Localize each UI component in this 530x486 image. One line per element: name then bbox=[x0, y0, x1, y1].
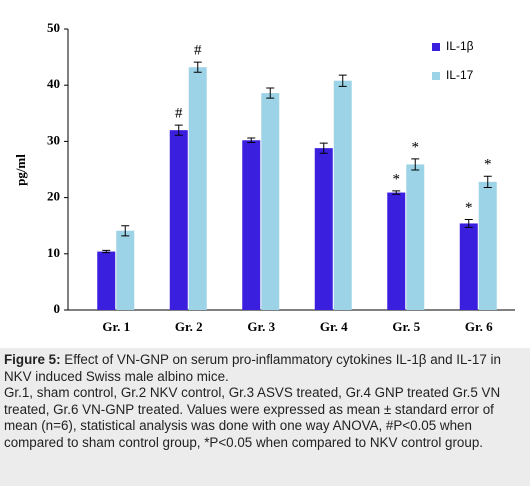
error-bar bbox=[174, 124, 183, 136]
error-bar bbox=[121, 225, 130, 237]
error-bar bbox=[392, 190, 401, 195]
bar bbox=[478, 181, 497, 310]
bar bbox=[261, 93, 280, 311]
legend-swatch bbox=[432, 43, 440, 51]
bar bbox=[314, 148, 333, 310]
bar bbox=[116, 230, 135, 310]
error-bar bbox=[464, 219, 473, 228]
y-tick-label: 0 bbox=[54, 301, 61, 316]
bar bbox=[387, 192, 406, 310]
caption-label: Figure 5: bbox=[4, 352, 61, 367]
error-bar bbox=[319, 142, 328, 154]
x-tick-label: Gr. 4 bbox=[320, 319, 348, 334]
bar bbox=[459, 223, 478, 310]
bar bbox=[242, 140, 261, 310]
bar bbox=[333, 80, 352, 310]
y-tick-label: 10 bbox=[47, 245, 60, 260]
y-tick-label: 30 bbox=[47, 132, 60, 147]
annotation: * bbox=[484, 157, 492, 173]
error-bar bbox=[193, 61, 202, 73]
bar bbox=[97, 251, 116, 310]
legend-label: IL-1β bbox=[446, 39, 474, 53]
error-bar bbox=[338, 74, 347, 87]
error-bar bbox=[483, 175, 492, 188]
error-bar bbox=[247, 137, 256, 144]
y-tick-label: 20 bbox=[47, 189, 60, 204]
y-axis-label: pg/ml bbox=[13, 154, 28, 186]
error-bar bbox=[102, 249, 111, 254]
x-tick-label: Gr. 3 bbox=[247, 319, 275, 334]
annotation: * bbox=[412, 139, 420, 155]
x-tick-label: Gr. 5 bbox=[392, 319, 420, 334]
bar bbox=[188, 67, 207, 310]
error-bar bbox=[266, 87, 275, 99]
annotation: # bbox=[175, 106, 183, 122]
x-tick-label: Gr. 2 bbox=[175, 319, 203, 334]
caption-main: Figure 5: Effect of VN-GNP on serum pro-… bbox=[4, 352, 526, 385]
caption-note: Gr.1, sham control, Gr.2 NKV control, Gr… bbox=[4, 385, 501, 450]
caption-text: Effect of VN-GNP on serum pro-inflammato… bbox=[4, 352, 501, 384]
y-tick-label: 40 bbox=[47, 76, 60, 91]
y-tick-label: 50 bbox=[47, 20, 60, 35]
x-tick-label: Gr. 6 bbox=[465, 319, 493, 334]
annotation: # bbox=[194, 43, 202, 59]
bar bbox=[169, 130, 188, 310]
caption: Figure 5: Effect of VN-GNP on serum pro-… bbox=[4, 352, 526, 452]
x-tick-label: Gr. 1 bbox=[102, 319, 130, 334]
chart: pg/ml 0 10 20 30 40 50 Gr. 1 Gr. 2 # # Gr. 3 Gr. 4 G… bbox=[0, 0, 530, 348]
legend-swatch bbox=[432, 72, 440, 80]
annotation: * bbox=[393, 171, 401, 187]
error-bar bbox=[411, 158, 420, 171]
legend-label: IL-17 bbox=[446, 68, 474, 82]
annotation: * bbox=[465, 200, 473, 216]
bar bbox=[406, 164, 425, 310]
